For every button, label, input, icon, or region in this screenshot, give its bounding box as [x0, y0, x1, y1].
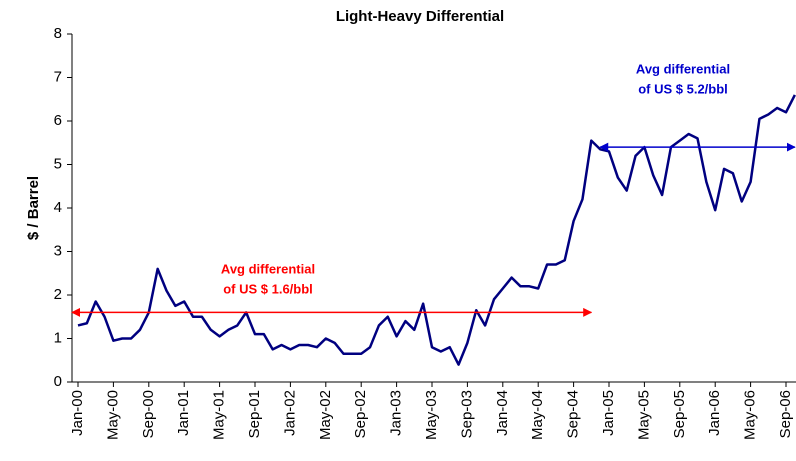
annotation-text: Avg differential: [636, 61, 730, 76]
data-line: [77, 94, 796, 366]
x-tick-label: May-01: [211, 390, 228, 440]
y-tick-label: 0: [54, 373, 62, 390]
x-tick-label: Sep-03: [458, 390, 475, 438]
chart-title: Light-Heavy Differential: [336, 8, 504, 25]
x-tick-label: Jan-01: [175, 390, 192, 436]
y-tick-label: 3: [54, 242, 62, 259]
annotation-text: of US $ 5.2/bbl: [638, 81, 728, 96]
x-tick-label: May-02: [317, 390, 334, 440]
x-tick-label: Jan-00: [69, 390, 86, 436]
y-tick-label: 4: [54, 199, 62, 216]
x-tick-label: Jan-06: [706, 390, 723, 436]
x-tick-label: Jan-03: [388, 390, 405, 436]
x-tick-label: May-03: [423, 390, 440, 440]
x-tick-label: Sep-00: [140, 390, 157, 438]
x-tick-label: May-05: [635, 390, 652, 440]
x-tick-label: May-04: [529, 390, 546, 440]
x-tick-label: Sep-01: [246, 390, 263, 438]
x-tick-label: Sep-04: [565, 390, 582, 438]
annotation-text: of US $ 1.6/bbl: [223, 281, 313, 296]
x-tick-label: Jan-02: [281, 390, 298, 436]
y-tick-label: 2: [54, 286, 62, 303]
y-axis-label: $ / Barrel: [25, 176, 42, 240]
x-tick-label: Sep-06: [777, 390, 794, 438]
x-tick-label: Jan-04: [494, 390, 511, 436]
y-tick-label: 8: [54, 25, 62, 42]
x-tick-label: May-00: [104, 390, 121, 440]
x-tick-label: Sep-05: [671, 390, 688, 438]
x-tick-label: Jan-05: [600, 390, 617, 436]
y-tick-label: 5: [54, 155, 62, 172]
x-tick-label: Sep-02: [352, 390, 369, 438]
annotation-text: Avg differential: [221, 261, 315, 276]
y-tick-label: 6: [54, 112, 62, 129]
y-tick-label: 1: [54, 329, 62, 346]
x-tick-label: May-06: [742, 390, 759, 440]
y-tick-label: 7: [54, 68, 62, 85]
